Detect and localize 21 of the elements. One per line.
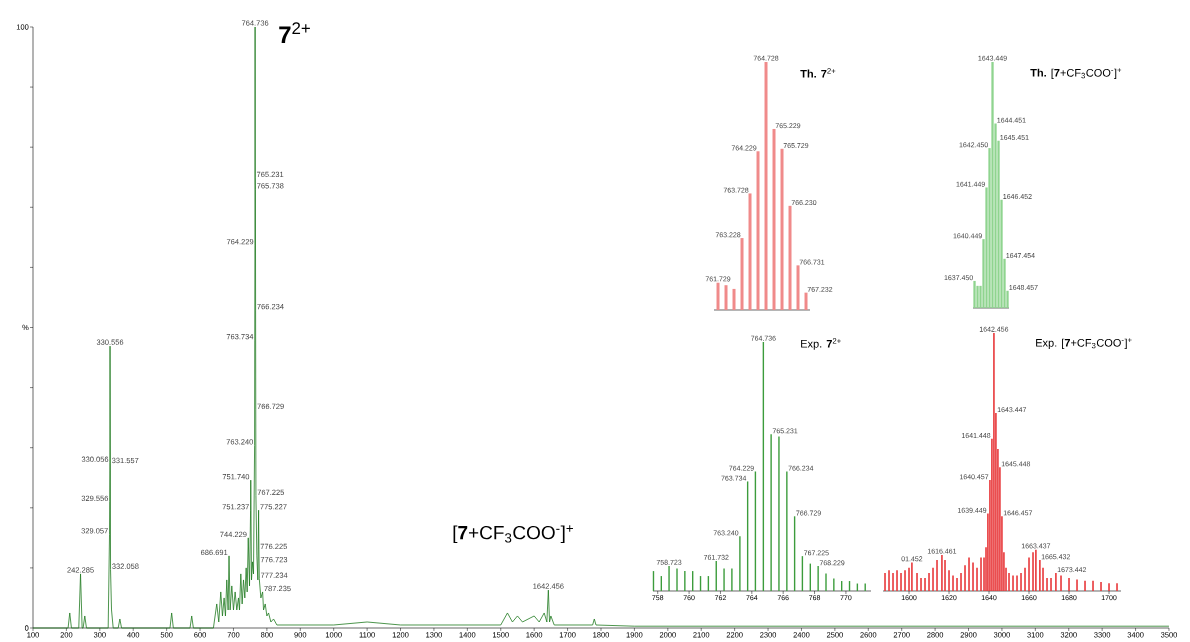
annotation: [7+CF$_{3}$COO$^{-}$]$^{+}$: [453, 525, 573, 544]
bar: [976, 285, 979, 308]
bar: [732, 288, 736, 310]
bar: [796, 265, 800, 310]
bar: [788, 205, 792, 310]
chart-title: Th. [7+CF$_{3}$COO$^{-}$]$^{+}$: [1030, 68, 1122, 79]
chart-title: Exp. 7$^{2+}$: [801, 338, 841, 350]
bar: [748, 193, 752, 310]
annotation: 7$^{2+}$: [279, 22, 310, 43]
bar: [973, 280, 976, 308]
bar: [764, 61, 768, 310]
bar: [991, 61, 994, 308]
bar: [740, 238, 744, 310]
chart-title: Th. 7$^{2+}$: [800, 68, 836, 78]
chart-title: Exp. [7+CF$_{3}$COO$^{-}$]$^{+}$: [1036, 338, 1132, 349]
bar: [780, 148, 784, 310]
bar: [716, 282, 720, 310]
bar: [772, 128, 776, 310]
bar: [756, 151, 760, 310]
bar: [804, 292, 808, 310]
bar: [724, 285, 728, 310]
